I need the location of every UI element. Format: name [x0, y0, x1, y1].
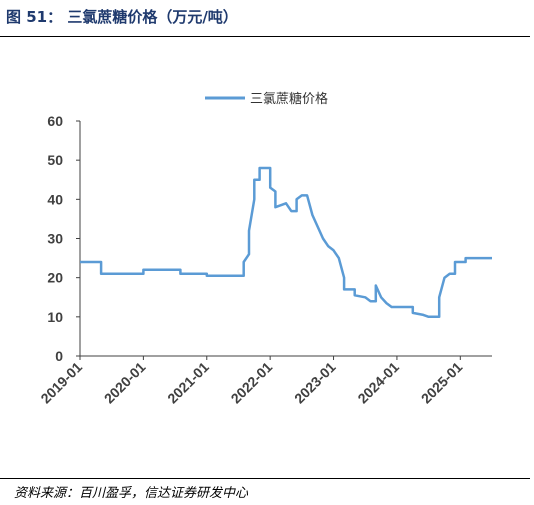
x-tick-label: 2023-01 [291, 359, 339, 407]
x-tick-label: 2024-01 [354, 359, 402, 407]
y-tick-label: 10 [47, 309, 63, 325]
line-chart: 三氯蔗糖价格 0 10 20 30 40 50 60 2019-01 2020-01 2021-0… [37, 91, 492, 406]
series-line [80, 166, 492, 319]
source-note: 资料来源：百川盈孚，信达证券研发中心 [14, 486, 249, 501]
y-tick-label: 0 [55, 348, 63, 364]
axes: 0 10 20 30 40 50 60 2019-01 2020-01 2021-01 2022-0… [37, 113, 492, 406]
x-tick-label: 2025-01 [418, 359, 466, 407]
plot-area [80, 166, 492, 319]
x-tick-label: 2019-01 [37, 359, 85, 407]
x-tick-label: 2020-01 [101, 359, 149, 407]
title-rule [0, 36, 530, 37]
source-rule [0, 478, 530, 479]
legend: 三氯蔗糖价格 [205, 91, 328, 107]
y-tick-label: 50 [47, 152, 63, 168]
x-tick-label: 2022-01 [228, 359, 276, 407]
x-tick-label: 2021-01 [164, 359, 212, 407]
figure-title: 图 51： 三氯蔗糖价格（万元/吨） [6, 8, 238, 26]
y-tick-label: 40 [47, 191, 63, 207]
legend-label: 三氯蔗糖价格 [250, 91, 328, 107]
y-tick-label: 20 [47, 270, 63, 286]
y-tick-label: 30 [47, 231, 63, 247]
y-tick-label: 60 [47, 113, 63, 129]
